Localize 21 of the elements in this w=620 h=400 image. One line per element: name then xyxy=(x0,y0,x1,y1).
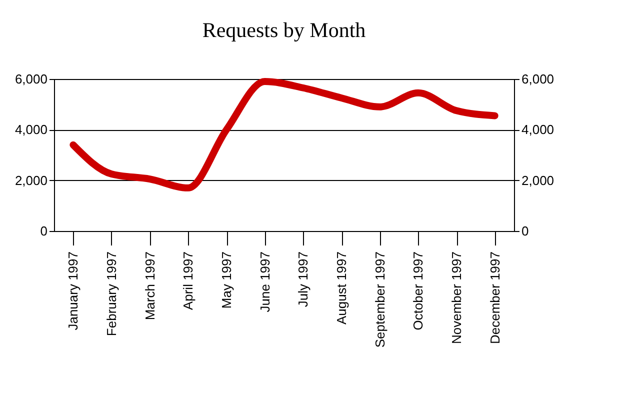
x-tick-label: December 1997 xyxy=(487,252,502,344)
x-tick-label: October 1997 xyxy=(410,252,426,330)
y2-tick-label: 2,000 xyxy=(522,172,554,188)
chart-title: Requests by Month xyxy=(202,18,366,42)
y2-tick-label: 6,000 xyxy=(522,72,554,86)
y-tick-label: 6,000 xyxy=(14,72,48,86)
y-tick-label: 0 xyxy=(40,224,48,238)
x-tick-label: August 1997 xyxy=(334,252,349,325)
y-tick-label: 4,000 xyxy=(14,122,48,138)
x-tick-label: November 1997 xyxy=(449,252,464,344)
x-tick-label: June 1997 xyxy=(257,252,272,312)
y2-tick-label: 0 xyxy=(522,224,529,238)
x-tick-label: January 1997 xyxy=(66,252,81,330)
x-tick-label: July 1997 xyxy=(296,252,311,308)
x-tick-label: May 1997 xyxy=(219,252,234,309)
y-tick-label: 2,000 xyxy=(14,172,48,188)
x-tick-label: March 1997 xyxy=(142,252,158,320)
y2-tick-label: 4,000 xyxy=(522,122,554,138)
x-tick-label: February 1997 xyxy=(104,252,119,336)
x-tick-label: April 1997 xyxy=(180,252,196,310)
x-tick-label: September 1997 xyxy=(372,252,388,348)
